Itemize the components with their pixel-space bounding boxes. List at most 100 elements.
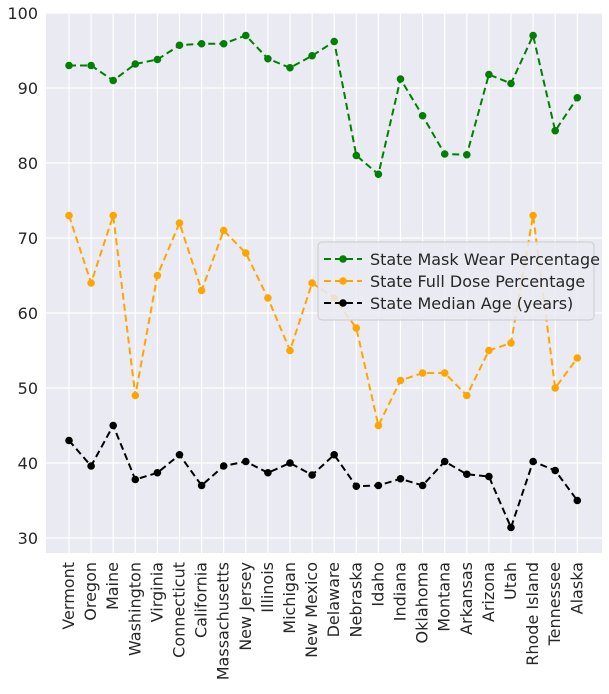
x-tick-label: Utah: [501, 562, 520, 600]
data-point: [87, 61, 95, 70]
data-point: [440, 369, 449, 377]
data-point: [87, 462, 95, 470]
data-point: [153, 55, 162, 64]
x-tick-label: Nebraska: [346, 562, 365, 637]
data-point: [197, 39, 206, 48]
y-tick-label: 70: [18, 229, 38, 248]
data-point: [242, 31, 250, 40]
series-line: [68, 423, 579, 531]
x-tick-label: Arkansas: [457, 562, 476, 635]
data-point: [352, 324, 361, 332]
series-0: [65, 31, 582, 179]
data-point: [87, 279, 95, 287]
data-point: [418, 111, 427, 120]
y-tick-label: 40: [18, 454, 38, 473]
data-point: [131, 391, 140, 400]
data-point: [65, 211, 73, 220]
data-point: [175, 41, 184, 50]
data-point: [330, 37, 339, 46]
data-point: [463, 391, 471, 400]
data-point: [396, 474, 405, 483]
legend-box: [317, 241, 595, 321]
data-point: [264, 54, 272, 63]
data-point: [418, 369, 427, 377]
data-point: [440, 457, 449, 466]
x-tick-label: Vermont: [59, 562, 78, 630]
legend-marker: [339, 255, 347, 263]
data-point: [308, 471, 316, 479]
legend-marker: [339, 277, 347, 285]
y-tick-label: 30: [18, 529, 38, 548]
data-point: [153, 271, 162, 280]
x-tick-label: Illinois: [258, 562, 277, 613]
data-point: [463, 470, 471, 479]
data-point: [175, 450, 184, 459]
legend: State Mask Wear Percentage State Full Dos…: [317, 241, 600, 321]
data-point: [308, 51, 316, 60]
x-tick-label: Washington: [125, 562, 144, 656]
data-point: [242, 249, 250, 257]
y-tick-label: 60: [18, 304, 38, 323]
x-tick-label: Alaska: [567, 562, 586, 614]
x-tick-label: New Jersey: [236, 562, 255, 651]
legend-marker: [339, 299, 347, 307]
data-point: [507, 79, 515, 88]
data-point: [573, 93, 582, 102]
data-point: [551, 126, 559, 135]
y-tick-label: 100: [7, 4, 38, 23]
data-point: [286, 63, 294, 72]
data-point: [109, 421, 117, 430]
x-tick-label: New Mexico: [302, 562, 321, 658]
data-point: [175, 219, 184, 227]
x-tick-label: Arizona: [479, 562, 498, 622]
x-tick-label: Michigan: [280, 562, 299, 634]
data-point: [65, 61, 73, 70]
data-point: [219, 39, 228, 48]
data-point: [573, 496, 582, 505]
y-tick-label: 50: [18, 379, 38, 398]
data-point: [308, 279, 316, 287]
data-point: [352, 151, 361, 160]
y-tick-label: 80: [18, 154, 38, 173]
x-tick-label: Delaware: [324, 562, 343, 637]
data-point: [286, 459, 294, 467]
x-tick-label: Indiana: [391, 562, 410, 621]
data-point: [396, 376, 405, 385]
data-point: [507, 523, 515, 532]
data-point: [374, 170, 383, 179]
data-point: [153, 468, 162, 477]
data-point: [264, 294, 272, 302]
data-point: [396, 75, 405, 83]
data-point: [485, 472, 493, 481]
x-tick-label: Oklahoma: [413, 562, 432, 643]
legend-label: State Median Age (years): [370, 294, 573, 313]
data-point: [440, 150, 449, 158]
data-point: [109, 211, 117, 220]
data-point: [286, 346, 294, 355]
x-tick-label: Connecticut: [170, 562, 189, 658]
x-tick-label: California: [192, 562, 211, 638]
y-tick-label: 90: [18, 79, 38, 98]
series-line: [69, 32, 579, 177]
data-point: [485, 346, 493, 355]
x-tick-label: Idaho: [368, 562, 387, 607]
data-point: [219, 226, 228, 235]
legend-label: State Mask Wear Percentage: [370, 250, 600, 269]
data-point: [131, 475, 140, 484]
x-tick-label: Montana: [435, 562, 454, 632]
x-tick-label: Oregon: [81, 562, 100, 621]
data-point: [529, 211, 537, 220]
x-tick-label: Massachusetts: [214, 562, 233, 680]
data-point: [352, 482, 361, 491]
data-point: [529, 31, 537, 40]
x-tick-label: Virginia: [147, 562, 166, 622]
x-tick-label: Maine: [103, 562, 122, 610]
data-point: [65, 436, 73, 445]
data-point: [463, 150, 471, 159]
data-point: [485, 70, 493, 79]
data-point: [374, 421, 383, 430]
x-tick-label: Rhode Island: [523, 562, 542, 666]
data-point: [573, 354, 582, 362]
